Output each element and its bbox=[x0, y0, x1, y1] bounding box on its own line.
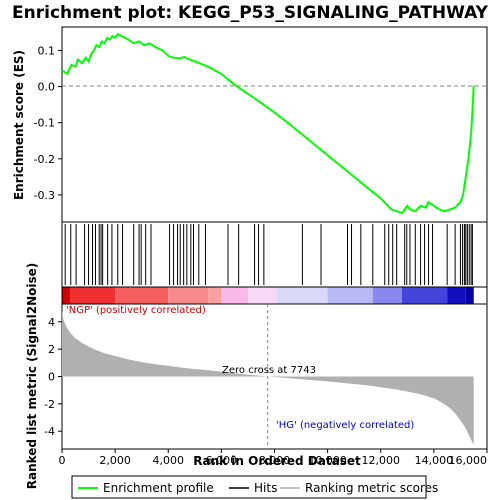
legend-hits-label: Hits bbox=[254, 481, 277, 495]
metric-y-tick-label: -2 bbox=[44, 398, 55, 411]
ranking-bar-segment bbox=[447, 287, 466, 304]
es-panel: 0.1 0.0 -0.1 -0.2 -0.3 Enrichment score (ES) bbox=[12, 26, 488, 223]
x-tick-label: 10,000 bbox=[308, 454, 347, 467]
ranking-bar-segment bbox=[327, 287, 373, 304]
x-tick-label: 14,000 bbox=[415, 454, 454, 467]
negative-correlation-label: 'HG' (negatively correlated) bbox=[276, 420, 414, 431]
ranking-bar-segment bbox=[402, 287, 448, 304]
ranking-bar-segment bbox=[69, 287, 116, 304]
x-tick-label: 8,000 bbox=[259, 454, 291, 467]
x-axis-title: Rank in Ordered Dataset bbox=[193, 454, 361, 468]
ranking-bar-segment bbox=[221, 287, 248, 304]
ranking-bar-segment bbox=[168, 287, 209, 304]
ranking-bar-segment bbox=[372, 287, 402, 304]
es-y-axis: 0.1 0.0 -0.1 -0.2 -0.3 bbox=[34, 44, 62, 202]
hits-panel bbox=[61, 221, 488, 288]
ranking-bar-segment bbox=[115, 287, 169, 304]
ranking-bar-segment bbox=[465, 287, 474, 304]
metric-y-axis-title: Ranked list metric (Signal2Noise) bbox=[25, 263, 39, 490]
metric-y-axis: 4 2 0 -2 -4 bbox=[44, 316, 62, 438]
ranking-bar-segment bbox=[277, 287, 328, 304]
es-panel-frame bbox=[61, 26, 488, 223]
es-y-tick-label: 0.0 bbox=[38, 81, 56, 94]
es-y-tick-label: -0.2 bbox=[34, 153, 55, 166]
zero-cross-label: Zero cross at 7743 bbox=[222, 365, 316, 376]
es-y-tick-label: 0.1 bbox=[38, 44, 56, 57]
es-y-axis-title: Enrichment score (ES) bbox=[12, 50, 26, 200]
positive-correlation-label: 'NGP' (positively correlated) bbox=[66, 305, 206, 316]
legend-enrichment-label: Enrichment profile bbox=[103, 481, 214, 495]
enrichment-profile-line bbox=[61, 32, 475, 215]
hit-marks bbox=[64, 224, 473, 285]
x-tick-label: 6,000 bbox=[206, 454, 238, 467]
metric-y-tick-label: -4 bbox=[44, 425, 55, 438]
hits-panel-frame bbox=[61, 221, 488, 288]
ranking-bar-segment bbox=[62, 287, 70, 304]
es-y-tick-label: -0.3 bbox=[34, 189, 55, 202]
x-tick-label: 2,000 bbox=[99, 454, 131, 467]
metric-y-tick-label: 2 bbox=[48, 343, 55, 356]
metric-y-tick-label: 0 bbox=[48, 371, 55, 384]
metric-x-axis: 0 2,000 4,000 6,000 8,000 10,000 12,000 14,0001… bbox=[59, 449, 488, 467]
ranking-bar-segment bbox=[208, 287, 222, 304]
x-tick-label: 0 bbox=[59, 454, 66, 467]
chart-title: Enrichment plot: KEGG_P53_SIGNALING_PATH… bbox=[12, 3, 489, 23]
legend: Enrichment profile Hits Ranking metric s… bbox=[71, 475, 438, 499]
metric-y-tick-label: 4 bbox=[48, 316, 55, 329]
ranking-bar-panel bbox=[61, 286, 488, 305]
ranking-bar-segment bbox=[247, 287, 278, 304]
ranking-metric-area bbox=[62, 310, 474, 445]
legend-metric-label: Ranking metric scores bbox=[305, 481, 438, 495]
legend-frame bbox=[71, 475, 427, 499]
es-y-tick-label: -0.1 bbox=[34, 117, 55, 130]
x-tick-label: 12,000 bbox=[362, 454, 401, 467]
x-tick-label: 16,000 bbox=[449, 454, 488, 467]
x-tick-label: 4,000 bbox=[153, 454, 185, 467]
metric-panel: 'NGP' (positively correlated) Zero cross… bbox=[25, 263, 488, 490]
